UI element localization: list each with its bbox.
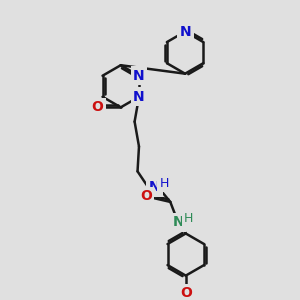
Text: O: O [92, 100, 103, 114]
Text: N: N [172, 215, 184, 230]
Text: N: N [180, 25, 191, 39]
Text: N: N [149, 180, 160, 194]
Text: O: O [140, 189, 152, 203]
Text: O: O [180, 286, 192, 300]
Text: H: H [160, 177, 169, 190]
Text: N: N [133, 90, 145, 104]
Text: H: H [184, 212, 194, 224]
Text: N: N [133, 69, 145, 83]
